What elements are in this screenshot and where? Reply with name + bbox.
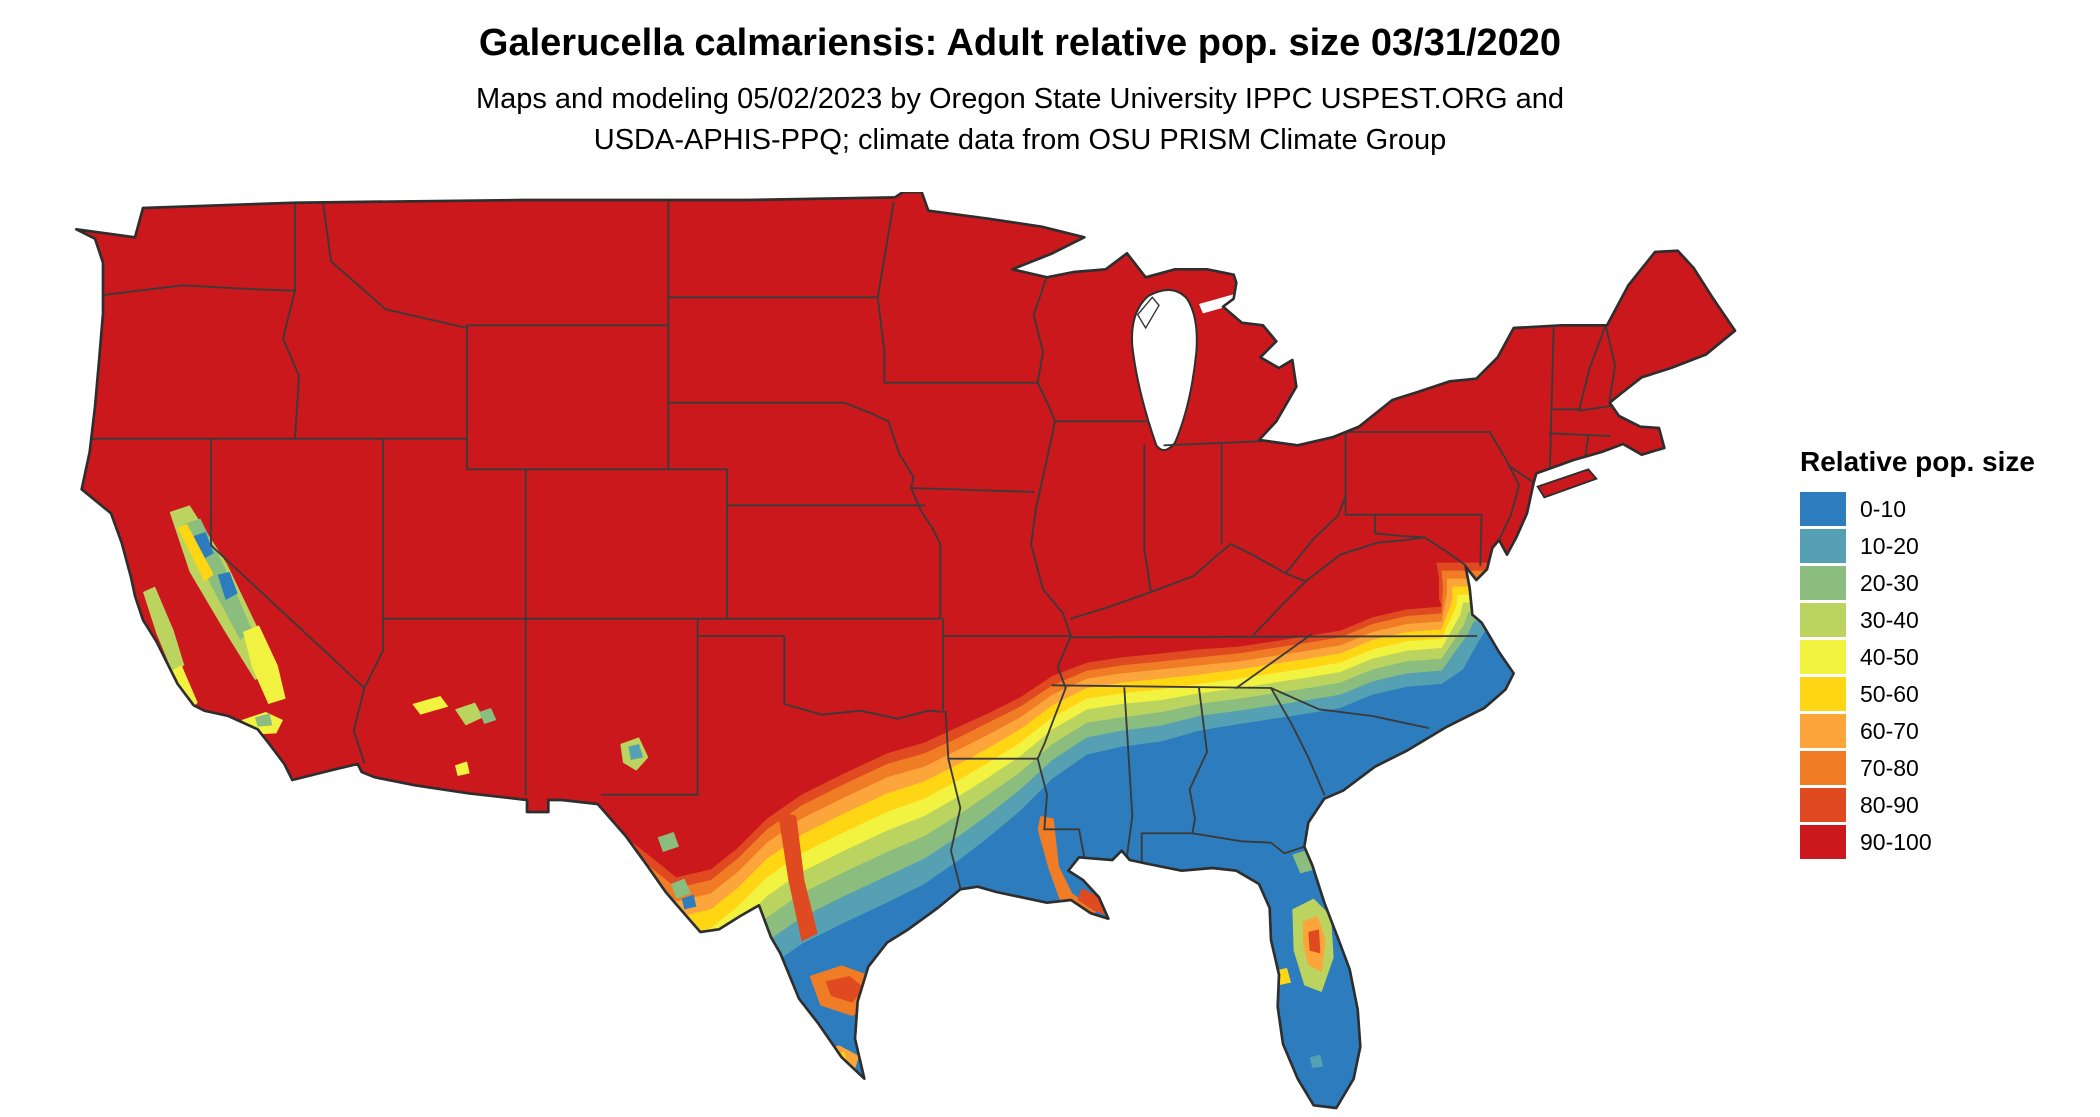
legend-label-30-40: 30-40 (1860, 606, 1919, 633)
legend-swatch-10-20 (1800, 529, 1846, 563)
patch-mississippi-river-orange (1037, 816, 1097, 924)
legend-row: 20-30 (1800, 566, 2090, 600)
long-island (1536, 468, 1598, 499)
legend-label-0-10: 0-10 (1860, 495, 1907, 522)
page-subtitle: Maps and modeling 05/02/2023 by Oregon S… (0, 79, 2040, 161)
legend-swatch-80-90 (1800, 788, 1846, 822)
legend-swatch-60-70 (1800, 714, 1846, 748)
legend-swatch-70-80 (1800, 751, 1846, 785)
legend-row: 70-80 (1800, 751, 2090, 785)
patch-big-bend-green (671, 878, 691, 899)
legend-row: 80-90 (1800, 788, 2090, 822)
legend-label-60-70: 60-70 (1860, 717, 1919, 744)
legend-swatch-40-50 (1800, 640, 1846, 674)
legend-row: 90-100 (1800, 825, 2090, 859)
patch-mogollon-rim (412, 696, 449, 715)
patch-big-bend-blue (681, 894, 697, 910)
patch-sacramento-core (628, 744, 643, 760)
patch-socal-green (255, 713, 273, 727)
legend-row: 30-40 (1800, 603, 2090, 637)
legend-label-50-60: 50-60 (1860, 680, 1919, 707)
legend-row: 50-60 (1800, 677, 2090, 711)
patch-davis-mountains (657, 832, 679, 852)
patch-sierra-blue-1 (193, 532, 214, 560)
green-bay (1136, 296, 1160, 330)
patch-sierra-yellow (243, 625, 286, 704)
patch-sierra-blue-2 (217, 572, 238, 600)
legend-label-90-100: 90-100 (1860, 828, 1932, 855)
state-borders (80, 201, 1616, 889)
us-outline (75, 190, 1737, 1110)
subtitle-line-1: Maps and modeling 05/02/2023 by Oregon S… (475, 83, 1565, 115)
legend-label-10-20: 10-20 (1860, 532, 1919, 559)
legend-row: 40-50 (1800, 640, 2090, 674)
lake-michigan (1131, 289, 1198, 451)
legend-swatch-50-60 (1800, 677, 1846, 711)
patch-delta-core (1077, 888, 1109, 916)
us-map-container (50, 190, 1780, 1112)
legend-row: 0-10 (1800, 492, 2090, 526)
population-raster (76, 192, 1735, 1108)
legend-swatch-0-10 (1800, 492, 1846, 526)
us-map-svg (75, 190, 1737, 1110)
patch-sierra-gold-west (177, 524, 214, 582)
legend-swatch-90-100 (1800, 825, 1846, 859)
legend-title: Relative pop. size (1800, 446, 2035, 477)
band-90-100 (76, 192, 1735, 1108)
page-title: Galerucella calmariensis: Adult relative… (478, 22, 1562, 64)
patch-florida-ridge-core (1308, 929, 1321, 954)
patch-sky-island (455, 761, 470, 776)
legend-label-80-90: 80-90 (1860, 791, 1919, 818)
patch-coast-range-1 (143, 586, 185, 672)
legend-row: 10-20 (1800, 529, 2090, 563)
legend-label-40-50: 40-50 (1860, 643, 1919, 670)
legend-swatch-20-30 (1800, 566, 1846, 600)
legend-label-20-30: 20-30 (1860, 569, 1919, 596)
legend-label-70-80: 70-80 (1860, 754, 1919, 781)
patch-florida-south-dot (1309, 1054, 1323, 1068)
patch-texas-red-finger (777, 810, 818, 942)
title-block: Galerucella calmariensis: Adult relative… (0, 22, 2040, 161)
legend-swatch-30-40 (1800, 603, 1846, 637)
legend-row: 60-70 (1800, 714, 2090, 748)
subtitle-line-2: USDA-APHIS-PPQ; climate data from OSU PR… (593, 124, 1447, 156)
patch-texas-brush-core (825, 976, 865, 1003)
legend: Relative pop. size 0-10 10-20 20-30 30-4… (1800, 446, 2090, 862)
patch-white-mountains (455, 702, 483, 726)
patch-white-mountains-green (479, 708, 497, 724)
